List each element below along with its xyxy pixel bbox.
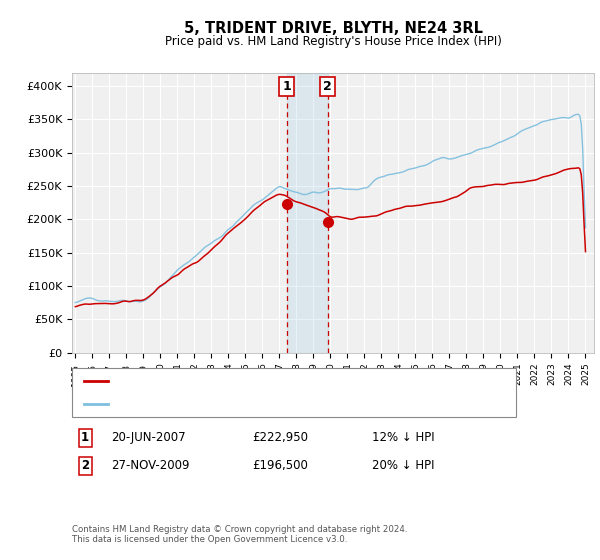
Text: 20% ↓ HPI: 20% ↓ HPI	[372, 459, 434, 473]
Text: £196,500: £196,500	[252, 459, 308, 473]
Text: 5, TRIDENT DRIVE, BLYTH, NE24 3RL: 5, TRIDENT DRIVE, BLYTH, NE24 3RL	[184, 21, 482, 36]
Text: 2: 2	[81, 459, 89, 473]
Text: HPI: Average price, detached house, Northumberland: HPI: Average price, detached house, Nort…	[111, 399, 403, 409]
Text: 12% ↓ HPI: 12% ↓ HPI	[372, 431, 434, 445]
Bar	[287, 73, 328, 353]
Text: 1: 1	[282, 80, 291, 92]
Text: 1: 1	[81, 431, 89, 445]
Text: £222,950: £222,950	[252, 431, 308, 445]
Text: Price paid vs. HM Land Registry's House Price Index (HPI): Price paid vs. HM Land Registry's House …	[164, 35, 502, 48]
Text: 5, TRIDENT DRIVE, BLYTH, NE24 3RL (detached house): 5, TRIDENT DRIVE, BLYTH, NE24 3RL (detac…	[111, 376, 409, 386]
Text: 2: 2	[323, 80, 332, 92]
Text: 27-NOV-2009: 27-NOV-2009	[111, 459, 190, 473]
Text: Contains HM Land Registry data © Crown copyright and database right 2024.
This d: Contains HM Land Registry data © Crown c…	[72, 525, 407, 544]
Text: 20-JUN-2007: 20-JUN-2007	[111, 431, 185, 445]
